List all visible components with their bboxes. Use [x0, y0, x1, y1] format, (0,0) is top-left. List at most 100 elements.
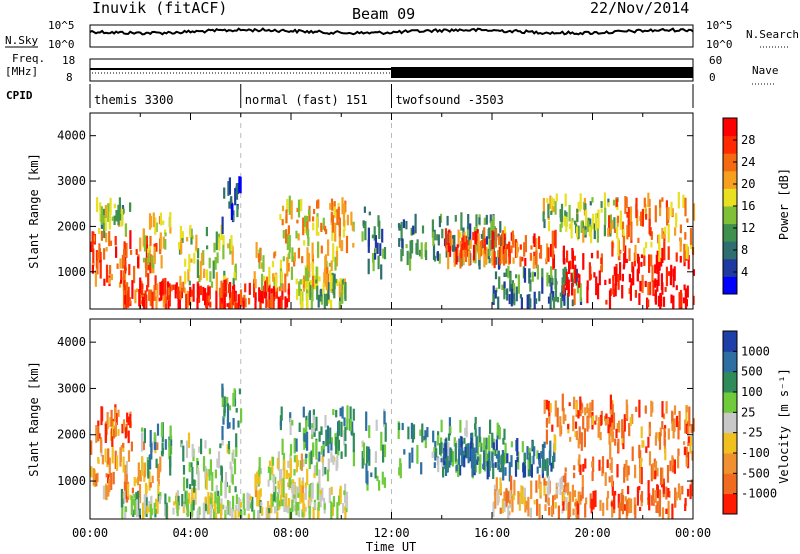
echo-cell [536, 466, 539, 474]
nsky-tick-top-left: 10^5 [48, 19, 75, 32]
echo-cell [325, 429, 328, 447]
echo-cell [298, 422, 301, 432]
echo-cell [462, 248, 465, 266]
echo-cell [150, 495, 153, 509]
echo-cell [523, 267, 527, 283]
echo-cell [615, 428, 618, 438]
echo-cell [533, 446, 536, 457]
echo-cell [226, 303, 229, 307]
echo-cell [510, 245, 513, 254]
echo-cell [559, 423, 562, 437]
echo-cell [457, 229, 460, 247]
echo-cell [652, 488, 655, 500]
echo-cell [650, 464, 653, 482]
echo-cell [215, 231, 218, 251]
echo-cell [549, 293, 552, 309]
echo-cell [637, 253, 640, 264]
echo-cell [499, 477, 502, 493]
echo-cell [94, 269, 97, 287]
echo-cell [299, 279, 302, 285]
echo-cell [367, 258, 370, 275]
echo-cell [652, 280, 655, 296]
echo-cell [683, 441, 686, 445]
echo-cell [609, 409, 612, 414]
echo-cell [644, 405, 647, 414]
echo-cell [274, 274, 278, 289]
freq-label-2: [MHz] [5, 65, 38, 78]
echo-cell [161, 442, 164, 457]
echo-cell [564, 193, 567, 207]
echo-cell [136, 288, 139, 293]
colorbar-segment [723, 473, 737, 495]
echo-cell [640, 467, 643, 485]
echo-cell [191, 235, 194, 240]
echo-cell [317, 199, 320, 209]
echo-cell [308, 484, 311, 498]
echo-cell [248, 282, 251, 295]
echo-cell [132, 498, 135, 506]
echo-cell [401, 422, 404, 431]
echo-cell [121, 423, 124, 434]
echo-cell [272, 475, 275, 493]
echo-cell [624, 496, 627, 502]
echo-cell [127, 430, 130, 444]
echo-cell [156, 423, 160, 436]
echo-cell [205, 226, 208, 237]
echo-cell [124, 464, 127, 477]
nsky-panel: N.Sky 10^5 10^0 10^5 10^0 N.Search [5, 19, 799, 51]
echo-cell [282, 477, 285, 498]
echo-cell [198, 506, 201, 515]
echo-cell [189, 484, 192, 490]
echo-cell [625, 197, 628, 208]
echo-cell [338, 420, 341, 436]
echo-cell [101, 406, 104, 422]
echo-cell [145, 294, 148, 309]
echo-cell [279, 469, 282, 483]
echo-cell [375, 419, 378, 431]
echo-cell [583, 428, 586, 448]
echo-cell [684, 503, 687, 511]
echo-cell [351, 224, 354, 231]
echo-cell [178, 242, 181, 250]
echo-cell [656, 279, 659, 292]
echo-cell [137, 256, 140, 268]
echo-cell [344, 282, 347, 301]
echo-cell [341, 406, 344, 419]
echo-cell [187, 432, 191, 448]
echo-cell [351, 421, 354, 436]
echo-cell [340, 241, 343, 251]
echo-cell [582, 253, 585, 270]
echo-cell [577, 410, 580, 419]
echo-cell [626, 500, 629, 516]
echo-cell [126, 282, 129, 292]
echo-cell [586, 286, 589, 304]
echo-cell [380, 264, 383, 280]
echo-cell [506, 288, 509, 301]
echo-cell [675, 285, 678, 291]
cpid-segment-label: themis 3300 [94, 93, 173, 107]
echo-cell [687, 425, 690, 435]
colorbar-segment [723, 371, 737, 393]
echo-cell [632, 266, 635, 286]
echo-cell [470, 432, 473, 439]
echo-cell [124, 224, 127, 236]
echo-cell [383, 247, 387, 260]
echo-cell [127, 416, 130, 426]
echo-cell [99, 437, 103, 453]
echo-cell [312, 507, 315, 519]
echo-cell [233, 388, 236, 399]
echo-cell [485, 437, 488, 450]
echo-cell [498, 246, 501, 266]
echo-cell [556, 407, 559, 428]
echo-cell [502, 452, 505, 466]
echo-cell [424, 435, 427, 449]
colorbar-segment [723, 331, 737, 352]
echo-cell [307, 271, 310, 284]
echo-cell [685, 299, 688, 307]
y-tick-label: 1000 [57, 265, 86, 279]
echo-cell [114, 236, 117, 246]
echo-cell [233, 284, 236, 302]
echo-cell [235, 433, 238, 448]
echo-cell [306, 431, 309, 451]
echo-cell [321, 487, 324, 501]
